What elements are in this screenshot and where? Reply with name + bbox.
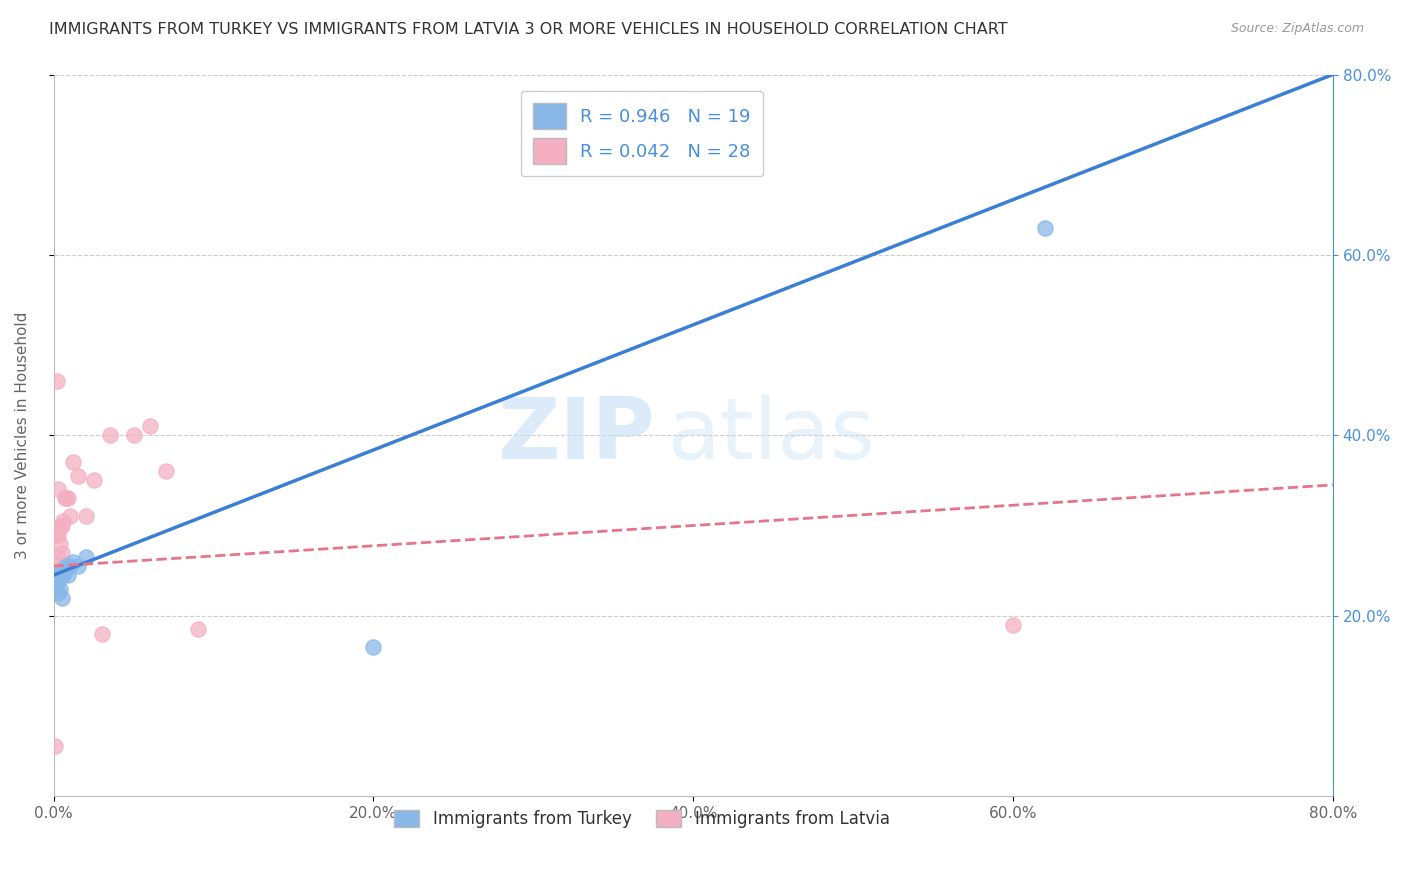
- Point: [53, 491, 76, 506]
- Point: [44, 739, 66, 754]
- Point: [66, 469, 89, 483]
- Point: [48, 527, 70, 541]
- Point: [52, 568, 75, 582]
- Point: [51, 545, 73, 559]
- Point: [53, 564, 76, 578]
- Point: [55, 559, 77, 574]
- Point: [45, 568, 67, 582]
- Text: IMMIGRANTS FROM TURKEY VS IMMIGRANTS FROM LATVIA 3 OR MORE VEHICLES IN HOUSEHOLD: IMMIGRANTS FROM TURKEY VS IMMIGRANTS FRO…: [49, 22, 1008, 37]
- Point: [51, 591, 73, 605]
- Point: [75, 550, 97, 565]
- Point: [56, 491, 79, 506]
- Point: [90, 626, 112, 640]
- Point: [48, 550, 70, 565]
- Point: [49, 564, 72, 578]
- Point: [48, 483, 70, 497]
- Point: [49, 582, 72, 596]
- Point: [62, 555, 84, 569]
- Point: [1033, 220, 1056, 235]
- Point: [138, 419, 160, 434]
- Point: [186, 622, 208, 636]
- Point: [363, 640, 385, 655]
- Text: atlas: atlas: [668, 393, 876, 477]
- Point: [75, 509, 97, 524]
- Point: [45, 527, 67, 541]
- Point: [55, 491, 77, 506]
- Point: [49, 518, 72, 533]
- Point: [59, 509, 82, 524]
- Text: Source: ZipAtlas.com: Source: ZipAtlas.com: [1230, 22, 1364, 36]
- Point: [155, 464, 177, 478]
- Y-axis label: 3 or more Vehicles in Household: 3 or more Vehicles in Household: [15, 311, 30, 559]
- Point: [45, 573, 67, 587]
- Point: [83, 474, 105, 488]
- Point: [66, 559, 89, 574]
- Text: ZIP: ZIP: [498, 393, 655, 477]
- Point: [44, 582, 66, 596]
- Point: [98, 428, 121, 442]
- Legend: Immigrants from Turkey, Immigrants from Latvia: Immigrants from Turkey, Immigrants from …: [388, 803, 897, 835]
- Point: [56, 568, 79, 582]
- Point: [45, 374, 67, 388]
- Point: [49, 536, 72, 550]
- Point: [52, 514, 75, 528]
- Point: [48, 568, 70, 582]
- Point: [62, 455, 84, 469]
- Point: [48, 586, 70, 600]
- Point: [45, 577, 67, 591]
- Point: [44, 559, 66, 574]
- Point: [51, 568, 73, 582]
- Point: [1001, 617, 1024, 632]
- Point: [122, 428, 145, 442]
- Point: [51, 518, 73, 533]
- Point: [59, 559, 82, 574]
